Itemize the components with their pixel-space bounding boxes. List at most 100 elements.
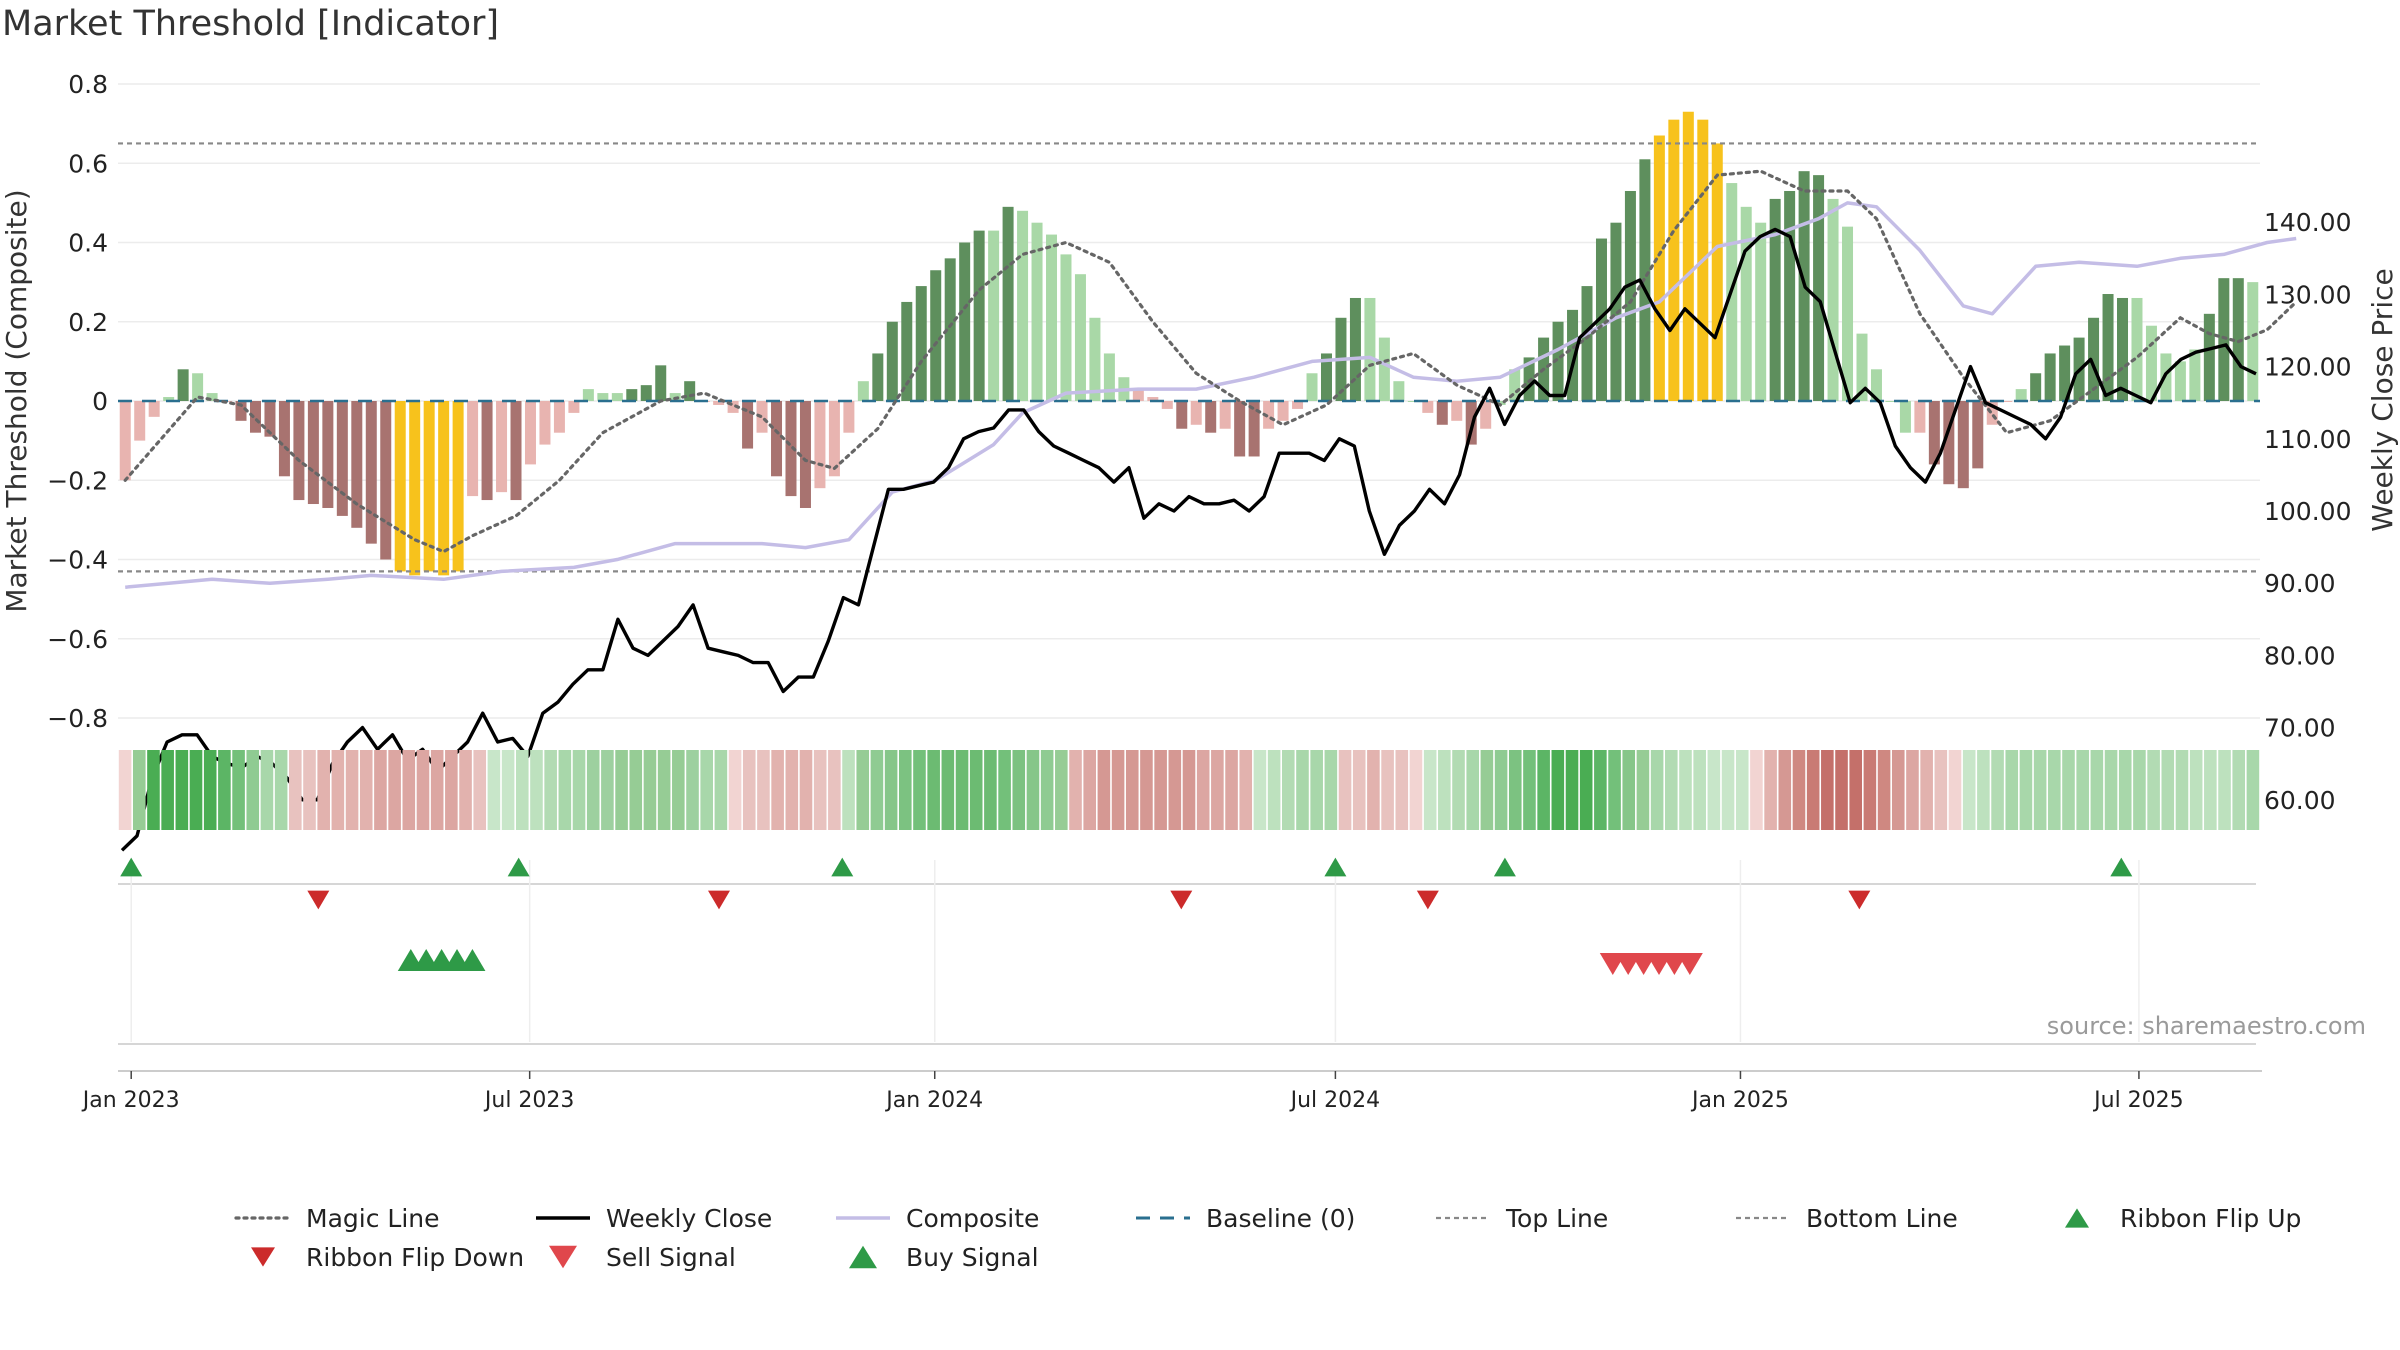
ribbon-cell — [1267, 750, 1281, 830]
composite-bar — [264, 401, 276, 437]
ribbon-cell — [1665, 750, 1678, 830]
ribbon-cell — [2232, 750, 2246, 830]
composite-bar — [1407, 401, 1419, 402]
ribbon-cell — [374, 750, 387, 830]
composite-bar — [640, 385, 652, 401]
composite-bar — [1595, 238, 1607, 401]
ribbon-flip-up-marker — [1324, 857, 1347, 877]
ribbon-cell — [1750, 750, 1763, 830]
ribbon-cell — [416, 750, 430, 830]
x-tick-label: Jan 2024 — [884, 1088, 983, 1113]
ribbon-cell — [1906, 750, 1919, 830]
ribbon-cell — [1409, 750, 1423, 830]
ribbon-cell — [771, 750, 784, 830]
composite-bar — [524, 401, 536, 465]
ribbon-cell — [1707, 750, 1721, 830]
ribbon-flip-down-marker — [1848, 890, 1871, 910]
legend-label: Composite — [906, 1204, 1039, 1233]
ribbon-cell — [2090, 750, 2104, 830]
ribbon-cell — [388, 750, 401, 830]
ribbon-cell — [1423, 750, 1437, 830]
composite-bar — [2203, 313, 2215, 401]
ribbon-cell — [657, 750, 671, 830]
ribbon-cell — [870, 750, 884, 830]
ribbon-cell — [1622, 750, 1636, 830]
ribbon-cell — [118, 750, 132, 830]
ribbon-cell — [1636, 750, 1650, 830]
ribbon-cell — [1778, 750, 1792, 830]
source-label: source: sharemaestro.com — [2047, 1012, 2366, 1040]
composite-bar — [1451, 401, 1463, 421]
ribbon-cell — [1792, 750, 1806, 830]
composite-bar — [1870, 369, 1882, 401]
composite-bar — [1234, 401, 1246, 457]
composite-bar — [206, 393, 218, 401]
ribbon-cell — [317, 750, 330, 830]
ribbon-cell — [785, 750, 799, 830]
composite-bar — [1928, 401, 1940, 465]
y-axis-label-left: Market Threshold (Composite) — [0, 189, 33, 612]
composite-bar — [192, 373, 204, 401]
ribbon-cell — [473, 750, 487, 830]
composite-bar — [857, 381, 869, 401]
legend-item: Top Line — [1436, 1204, 1608, 1233]
legend-item: Ribbon Flip Up — [2065, 1204, 2301, 1233]
ribbon-cell — [1977, 750, 1990, 830]
legend-swatch — [849, 1245, 877, 1269]
composite-bar — [293, 401, 305, 501]
magic-line — [123, 169, 2298, 554]
composite-bar — [1480, 401, 1492, 429]
composite-bar — [2044, 353, 2056, 401]
ribbon-cell — [813, 750, 827, 830]
ribbon-cell — [1721, 750, 1735, 830]
ribbon-cell — [1026, 750, 1040, 830]
ribbon-cell — [402, 750, 416, 830]
composite-bar — [1132, 389, 1144, 401]
composite-bar — [1422, 401, 1434, 413]
ribbon-cell — [2161, 750, 2175, 830]
ribbon-cell — [842, 750, 855, 830]
composite-bar — [611, 393, 623, 401]
ribbon-cell — [1225, 750, 1238, 830]
composite-bar — [944, 258, 956, 401]
ribbon-cell — [969, 750, 983, 830]
ribbon-cell — [898, 750, 912, 830]
composite-bar — [467, 401, 479, 497]
composite-bar — [2117, 297, 2129, 401]
ribbon-cell — [1012, 750, 1026, 830]
ribbon-cell — [345, 750, 359, 830]
y-tick-label-left: 0.8 — [68, 70, 108, 99]
y-tick-label-right: 60.00 — [2264, 786, 2336, 815]
composite-bar — [1509, 369, 1521, 401]
composite-bar — [380, 401, 392, 560]
legend-item: Ribbon Flip Down — [251, 1243, 524, 1272]
composite-bar — [163, 397, 175, 401]
ribbon-flip-up-marker — [831, 857, 854, 877]
composite-bar — [988, 230, 1000, 401]
ribbon-cell — [1296, 750, 1309, 830]
y-tick-label-right: 130.00 — [2264, 280, 2351, 309]
composite-bar — [597, 393, 609, 401]
composite-bar — [742, 401, 754, 449]
ribbon-cell — [1934, 750, 1948, 830]
legend-item: Magic Line — [234, 1204, 440, 1233]
legend-label: Magic Line — [306, 1204, 440, 1233]
ribbon-flip-down-marker — [307, 890, 330, 910]
composite-bar — [1653, 135, 1665, 401]
composite-bar — [2218, 278, 2230, 401]
legend-label: Buy Signal — [906, 1243, 1039, 1272]
ribbon-cell — [601, 750, 614, 830]
composite-bar — [1292, 401, 1304, 409]
composite-bar — [1610, 222, 1622, 401]
ribbon-cell — [445, 750, 458, 830]
y-axis-label-right: Weekly Close Price — [2366, 268, 2399, 531]
ribbon-cell — [203, 750, 217, 830]
ribbon-cell — [558, 750, 572, 830]
y-tick-label-right: 70.00 — [2264, 714, 2336, 743]
y-tick-label-right: 140.00 — [2264, 208, 2351, 237]
ribbon-cell — [2062, 750, 2075, 830]
composite-bar — [365, 401, 377, 544]
ribbon-cell — [2019, 750, 2033, 830]
composite-bar — [1089, 317, 1101, 401]
